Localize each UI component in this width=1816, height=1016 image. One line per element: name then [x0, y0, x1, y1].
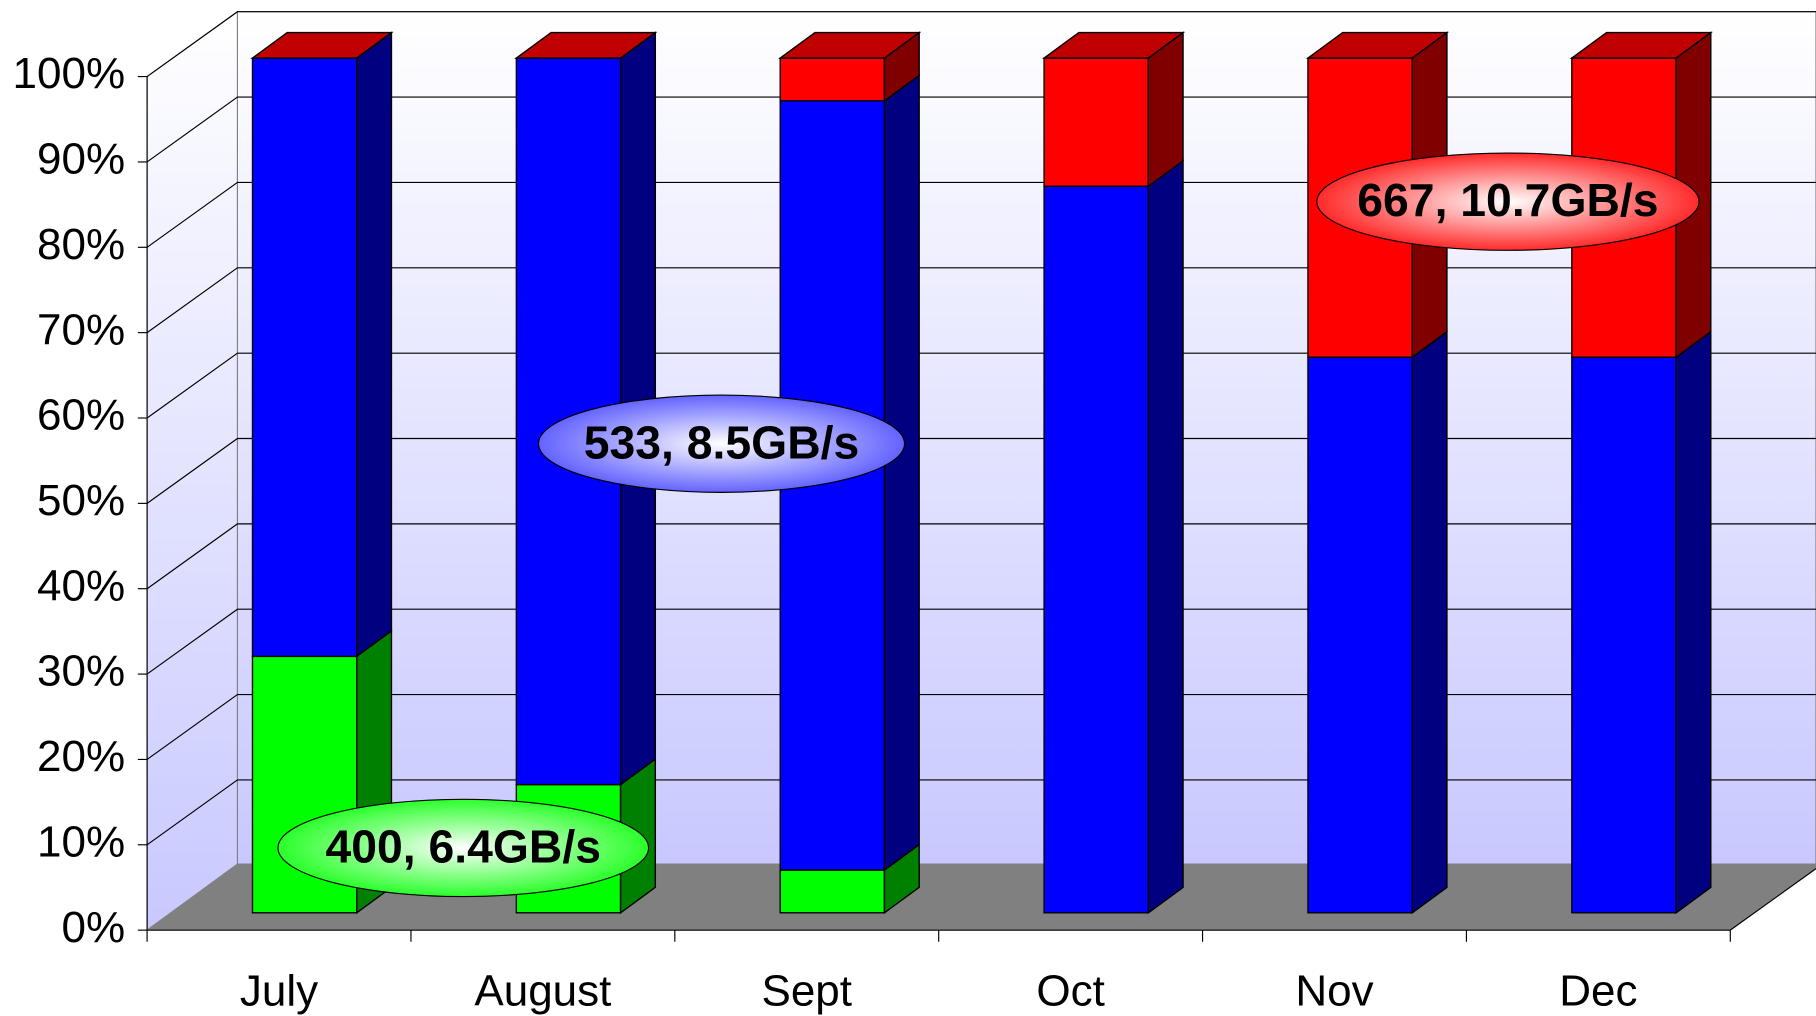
grid-line — [146, 96, 1816, 163]
bar-segment — [514, 31, 658, 59]
bar-top — [1569, 31, 1713, 59]
bar-top — [1305, 31, 1450, 59]
y-tick-label: 80% — [37, 220, 125, 269]
x-tick-label: Oct — [1036, 966, 1104, 1015]
bar-front — [1571, 356, 1677, 914]
y-tick-label: 100% — [13, 49, 126, 98]
bar-side — [356, 31, 393, 658]
bar-side — [1147, 31, 1184, 188]
x-axis-depth — [1729, 868, 1816, 931]
bar-side — [1411, 330, 1448, 915]
bar-top — [514, 31, 658, 59]
grid — [137, 11, 1816, 931]
y-tick-label: 90% — [37, 135, 125, 184]
bar-side — [1147, 159, 1184, 915]
bar-segment — [1571, 330, 1712, 915]
y-tick-label: 0% — [61, 903, 125, 952]
bar-side — [883, 73, 920, 872]
grid-line — [146, 694, 1816, 760]
y-tick-label: 10% — [37, 817, 125, 866]
x-tick-label: Nov — [1295, 966, 1373, 1015]
bar-front — [1043, 185, 1150, 914]
bar-front — [779, 57, 886, 102]
grid-line — [146, 437, 1816, 504]
bar-front — [779, 869, 886, 914]
bar-segment — [1043, 159, 1184, 915]
annotations: 400, 6.4GB/s 533, 8.5GB/s 667, 10.7GB/s — [277, 152, 1700, 898]
y-tick-label: 20% — [37, 732, 125, 781]
grid-line — [146, 779, 1816, 846]
x-tick-label: July — [240, 966, 318, 1015]
series-label: 400, 6.4GB/s — [326, 820, 601, 872]
series-label-bubble — [277, 798, 650, 898]
bar-segment — [1041, 31, 1186, 188]
bar-segment — [779, 843, 920, 915]
bar-top — [250, 31, 394, 59]
x-tick-label: August — [474, 966, 611, 1015]
y-tick-label: 50% — [37, 476, 125, 525]
bar-front — [1043, 57, 1150, 187]
grid-line — [146, 11, 1816, 78]
series-label: 667, 10.7GB/s — [1357, 174, 1658, 226]
grid-line — [146, 181, 1816, 248]
bar-side — [1675, 330, 1712, 915]
x-tick-label: Sept — [761, 966, 852, 1015]
bar-segment — [1307, 330, 1448, 915]
bar-segment — [251, 31, 393, 658]
bar-segment — [778, 31, 922, 103]
x-tick-label: Dec — [1559, 966, 1637, 1015]
y-tick-label: 60% — [37, 391, 125, 440]
series-label: 533, 8.5GB/s — [584, 416, 859, 468]
bar-segment — [250, 31, 394, 59]
grid-line — [146, 352, 1816, 419]
series-label-bubble — [537, 394, 906, 493]
bar-front — [251, 57, 358, 658]
y-tick-label: 30% — [37, 647, 125, 696]
y-tick-label: 40% — [37, 561, 125, 610]
bar-top — [778, 31, 922, 59]
grid-line — [146, 608, 1816, 675]
bar-top — [1041, 31, 1186, 59]
grid-line — [146, 523, 1816, 590]
y-tick-label: 70% — [37, 305, 125, 354]
series-label-bubble — [1316, 152, 1700, 251]
bar-front — [1307, 356, 1413, 914]
grid-line — [146, 267, 1816, 334]
